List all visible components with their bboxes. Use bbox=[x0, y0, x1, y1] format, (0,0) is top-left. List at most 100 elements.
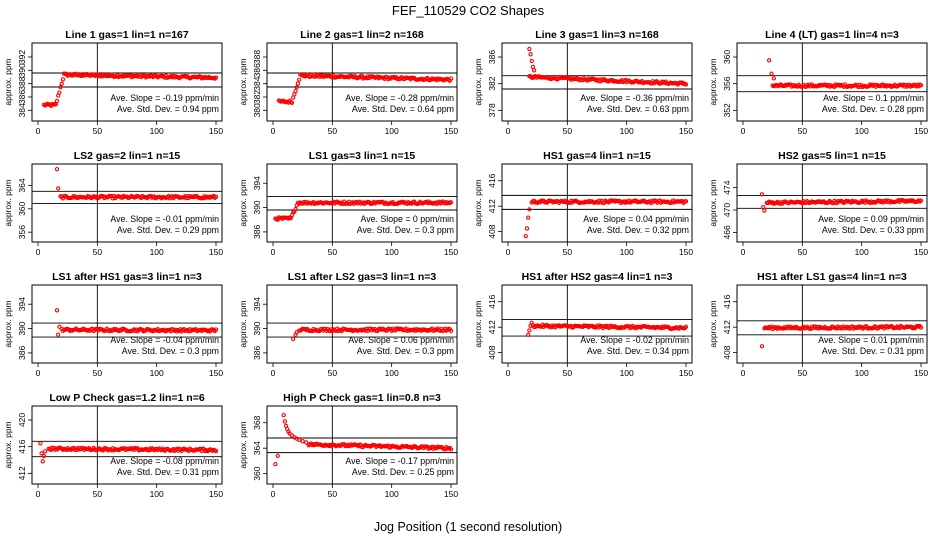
data-point bbox=[54, 308, 60, 313]
plot-frame bbox=[736, 163, 928, 243]
std-dev-annotation: Ave. Std. Dev. = 0.64 ppm bbox=[352, 104, 454, 114]
data-point bbox=[528, 52, 533, 57]
slope-annotation: Ave. Slope = -0.04 ppm/min bbox=[110, 335, 219, 345]
y-tick-label: 408 bbox=[487, 224, 497, 238]
x-tick-label: 150 bbox=[209, 247, 223, 257]
data-point bbox=[448, 447, 454, 452]
chart-panel: High P Check gas=1 lin=0.8 n=3 0 50 100 150 3… bbox=[238, 392, 458, 499]
x-tick-label: 100 bbox=[150, 247, 164, 257]
data-point bbox=[759, 192, 765, 197]
panel-title: High P Check gas=1 lin=0.8 n=3 bbox=[283, 392, 441, 404]
data-point bbox=[213, 327, 219, 332]
data-point bbox=[54, 167, 60, 172]
y-tick-label: 466 bbox=[722, 225, 732, 239]
x-tick-label: 150 bbox=[444, 126, 458, 136]
chart-panel: LS1 gas=3 lin=1 n=15 0 50 100 150 386 390 394 ap… bbox=[238, 150, 458, 257]
x-tick-label: 150 bbox=[679, 126, 693, 136]
std-dev-annotation: Ave. Std. Dev. = 0.3 ppm bbox=[122, 346, 219, 356]
data-point bbox=[529, 58, 534, 64]
x-tick-label: 100 bbox=[620, 247, 634, 257]
x-tick-label: 150 bbox=[209, 489, 223, 499]
data-point bbox=[766, 58, 772, 63]
y-tick-label: 408 bbox=[487, 345, 497, 359]
y-tick-label: 388 bbox=[252, 50, 262, 64]
data-point bbox=[771, 76, 777, 81]
data-point bbox=[683, 324, 689, 329]
y-tick-label: 356 bbox=[722, 76, 732, 90]
slope-annotation: Ave. Slope = 0.01 ppm/min bbox=[818, 335, 924, 345]
data-point bbox=[273, 461, 278, 467]
x-tick-label: 0 bbox=[271, 368, 276, 378]
y-tick-label: 382 bbox=[487, 76, 497, 90]
x-tick-label: 100 bbox=[855, 368, 869, 378]
plot-frame bbox=[266, 42, 458, 122]
panel-title: LS2 gas=2 lin=1 n=15 bbox=[74, 150, 181, 162]
panel-title: Line 4 (LT) gas=1 lin=4 n=3 bbox=[765, 29, 899, 41]
x-tick-label: 100 bbox=[620, 126, 634, 136]
y-tick-label: 386 bbox=[252, 63, 262, 77]
x-tick-label: 150 bbox=[914, 368, 928, 378]
chart-panel: Line 4 (LT) gas=1 lin=4 n=3 0 50 100 150 352 3… bbox=[708, 29, 928, 136]
x-tick-label: 50 bbox=[93, 368, 103, 378]
slope-annotation: Ave. Slope = -0.02 ppm/min bbox=[580, 335, 689, 345]
data-point bbox=[526, 215, 531, 220]
data-point bbox=[523, 233, 528, 239]
y-tick-label: 388 bbox=[17, 76, 27, 90]
y-tick-label: 470 bbox=[722, 203, 732, 217]
data-point bbox=[527, 207, 532, 212]
y-axis-label: approx. ppm bbox=[238, 421, 248, 468]
y-tick-label: 412 bbox=[487, 320, 497, 334]
x-tick-label: 150 bbox=[209, 126, 223, 136]
plot-frame bbox=[266, 284, 458, 364]
chart-panel: Low P Check gas=1.2 lin=1 n=6 0 50 100 150 41… bbox=[3, 392, 223, 499]
x-tick-label: 50 bbox=[328, 126, 338, 136]
panel-title: HS1 after HS2 gas=4 lin=1 n=3 bbox=[522, 271, 673, 283]
y-tick-label: 420 bbox=[17, 413, 27, 427]
x-tick-label: 50 bbox=[328, 368, 338, 378]
std-dev-annotation: Ave. Std. Dev. = 0.29 ppm bbox=[117, 225, 219, 235]
std-dev-annotation: Ave. Std. Dev. = 0.31 ppm bbox=[822, 346, 924, 356]
x-tick-label: 100 bbox=[385, 126, 399, 136]
std-dev-annotation: Ave. Std. Dev. = 0.34 ppm bbox=[587, 346, 689, 356]
y-axis-label: approx. ppm bbox=[473, 300, 483, 347]
x-tick-label: 150 bbox=[209, 368, 223, 378]
std-dev-annotation: Ave. Std. Dev. = 0.63 ppm bbox=[587, 104, 689, 114]
slope-annotation: Ave. Slope = 0.09 ppm/min bbox=[818, 214, 924, 224]
std-dev-annotation: Ave. Std. Dev. = 0.28 ppm bbox=[822, 104, 924, 114]
data-point bbox=[293, 207, 298, 212]
data-point bbox=[918, 198, 924, 203]
data-point bbox=[39, 451, 44, 456]
data-point bbox=[293, 89, 298, 94]
y-tick-label: 368 bbox=[252, 415, 262, 429]
data-point bbox=[56, 186, 61, 191]
x-tick-label: 100 bbox=[385, 368, 399, 378]
x-tick-label: 50 bbox=[93, 247, 103, 257]
panel-title: Low P Check gas=1.2 lin=1 n=6 bbox=[49, 392, 204, 404]
y-axis-label: approx. ppm bbox=[473, 58, 483, 105]
plot-frame bbox=[266, 405, 458, 485]
x-tick-label: 50 bbox=[328, 489, 338, 499]
y-tick-label: 378 bbox=[487, 103, 497, 117]
data-point bbox=[300, 439, 305, 444]
x-tick-label: 100 bbox=[385, 489, 399, 499]
data-point bbox=[213, 194, 219, 199]
slope-annotation: Ave. Slope = 0 ppm/min bbox=[361, 214, 455, 224]
x-tick-label: 0 bbox=[271, 247, 276, 257]
data-point bbox=[448, 328, 454, 334]
data-point bbox=[291, 95, 296, 100]
y-tick-label: 382 bbox=[252, 90, 262, 104]
x-tick-label: 0 bbox=[271, 126, 276, 136]
x-tick-label: 150 bbox=[444, 489, 458, 499]
chart-panel: HS1 gas=4 lin=1 n=15 0 50 100 150 408 412 416 ap… bbox=[473, 150, 693, 257]
data-point bbox=[53, 102, 58, 107]
panel-title: LS1 gas=3 lin=1 n=15 bbox=[309, 150, 416, 162]
x-tick-label: 50 bbox=[563, 126, 573, 136]
panel-title: LS1 after LS2 gas=3 lin=1 n=3 bbox=[288, 271, 437, 283]
x-tick-label: 100 bbox=[385, 247, 399, 257]
data-point bbox=[448, 76, 454, 81]
y-axis-label: approx. ppm bbox=[238, 300, 248, 347]
data-point bbox=[58, 85, 63, 90]
